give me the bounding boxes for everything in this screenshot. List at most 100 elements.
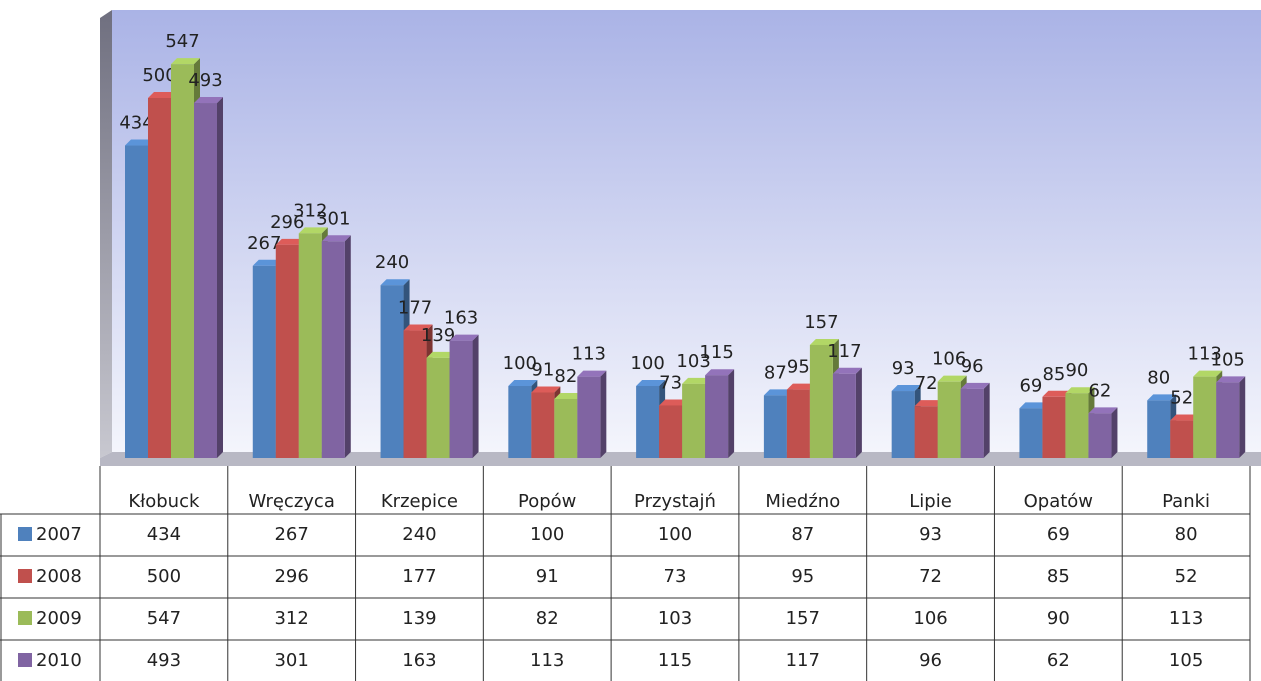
data-label: 80	[1147, 367, 1170, 388]
bar-top	[1019, 402, 1049, 409]
bar	[531, 392, 555, 458]
bar	[171, 64, 194, 458]
data-label: 500	[142, 65, 176, 86]
bar	[1042, 396, 1066, 458]
bar	[1170, 420, 1194, 458]
bar-top	[659, 399, 689, 406]
table-cell: 103	[658, 608, 692, 629]
bar-top	[1042, 390, 1072, 397]
table-cell: 72	[919, 566, 942, 587]
data-label: 100	[503, 353, 537, 374]
data-label: 82	[554, 366, 577, 387]
bar-side	[728, 369, 735, 458]
bar-top	[1216, 376, 1246, 383]
data-label: 177	[398, 298, 432, 319]
data-label: 434	[119, 113, 153, 134]
legend-label: 2009	[36, 608, 82, 629]
bar-top	[577, 370, 607, 377]
table-cell: 296	[274, 566, 308, 587]
bar-top	[1065, 387, 1095, 394]
legend-label: 2010	[36, 650, 82, 671]
bar	[1019, 408, 1043, 458]
bar	[194, 103, 217, 458]
x-tick-label: Popów	[518, 491, 576, 512]
bar	[275, 244, 299, 458]
bar	[252, 265, 276, 458]
bar-side	[983, 382, 990, 458]
bar-top	[426, 351, 456, 358]
data-label: 240	[375, 252, 409, 273]
data-label: 72	[915, 373, 938, 394]
bar-top	[449, 334, 479, 341]
bar-top	[705, 369, 735, 376]
bar	[914, 406, 938, 458]
data-label: 52	[1170, 388, 1193, 409]
table-cell: 82	[536, 608, 559, 629]
table-cell: 267	[274, 524, 308, 545]
bar	[125, 145, 148, 458]
data-label: 547	[165, 31, 199, 52]
table-cell: 90	[1047, 608, 1070, 629]
bar	[1147, 400, 1171, 458]
table-cell: 100	[530, 524, 564, 545]
data-label: 139	[421, 325, 455, 346]
bar-side	[344, 235, 351, 458]
bar-top	[832, 367, 862, 374]
bar-top	[937, 375, 967, 382]
table-cell: 113	[530, 650, 564, 671]
bar-top	[508, 380, 538, 386]
legend-label: 2008	[36, 566, 82, 587]
data-label: 69	[1019, 375, 1042, 396]
bar-top	[1170, 414, 1200, 421]
bar	[426, 357, 450, 458]
bar-top	[682, 377, 712, 384]
bar	[809, 344, 833, 458]
bar	[321, 241, 345, 458]
bar	[449, 340, 473, 458]
table-cell: 87	[791, 524, 814, 545]
data-label: 117	[827, 341, 861, 362]
table-cell: 115	[658, 650, 692, 671]
data-label: 106	[932, 349, 966, 370]
table-cell: 139	[402, 608, 436, 629]
bar-top	[148, 92, 177, 98]
x-tick-label: Lipie	[909, 491, 952, 512]
data-label: 493	[188, 70, 222, 91]
bar-top	[171, 58, 200, 65]
bar	[380, 285, 404, 458]
table-cell: 93	[919, 524, 942, 545]
table-cell: 157	[786, 608, 820, 629]
table-cell: 163	[402, 650, 436, 671]
table-cell: 96	[919, 650, 942, 671]
bar-top	[914, 400, 944, 407]
bar-side	[1111, 407, 1118, 458]
data-label: 115	[699, 342, 733, 363]
x-tick-label: Przystajń	[634, 491, 716, 512]
bar	[682, 383, 706, 458]
bar-top	[786, 383, 816, 390]
bar	[577, 376, 601, 458]
data-label: 95	[787, 357, 810, 378]
bar-top	[554, 392, 584, 399]
bar-top	[763, 389, 793, 396]
bar	[659, 405, 683, 458]
bar-top	[380, 279, 410, 286]
legend-swatch	[18, 653, 32, 667]
data-label: 267	[247, 233, 281, 254]
bar	[786, 389, 810, 458]
table-cell: 85	[1047, 566, 1070, 587]
bar-top	[252, 259, 282, 266]
data-label: 91	[531, 359, 554, 380]
x-tick-label: Panki	[1162, 491, 1210, 512]
table-cell: 312	[274, 608, 308, 629]
bar-top	[194, 97, 223, 104]
bar	[403, 330, 427, 458]
bar	[705, 375, 729, 458]
bar	[1065, 393, 1089, 458]
bar	[508, 386, 532, 458]
data-label: 113	[1188, 344, 1222, 365]
table-cell: 500	[147, 566, 181, 587]
data-label: 96	[961, 356, 984, 377]
bar-side	[855, 367, 862, 458]
bar-top	[1088, 407, 1118, 414]
